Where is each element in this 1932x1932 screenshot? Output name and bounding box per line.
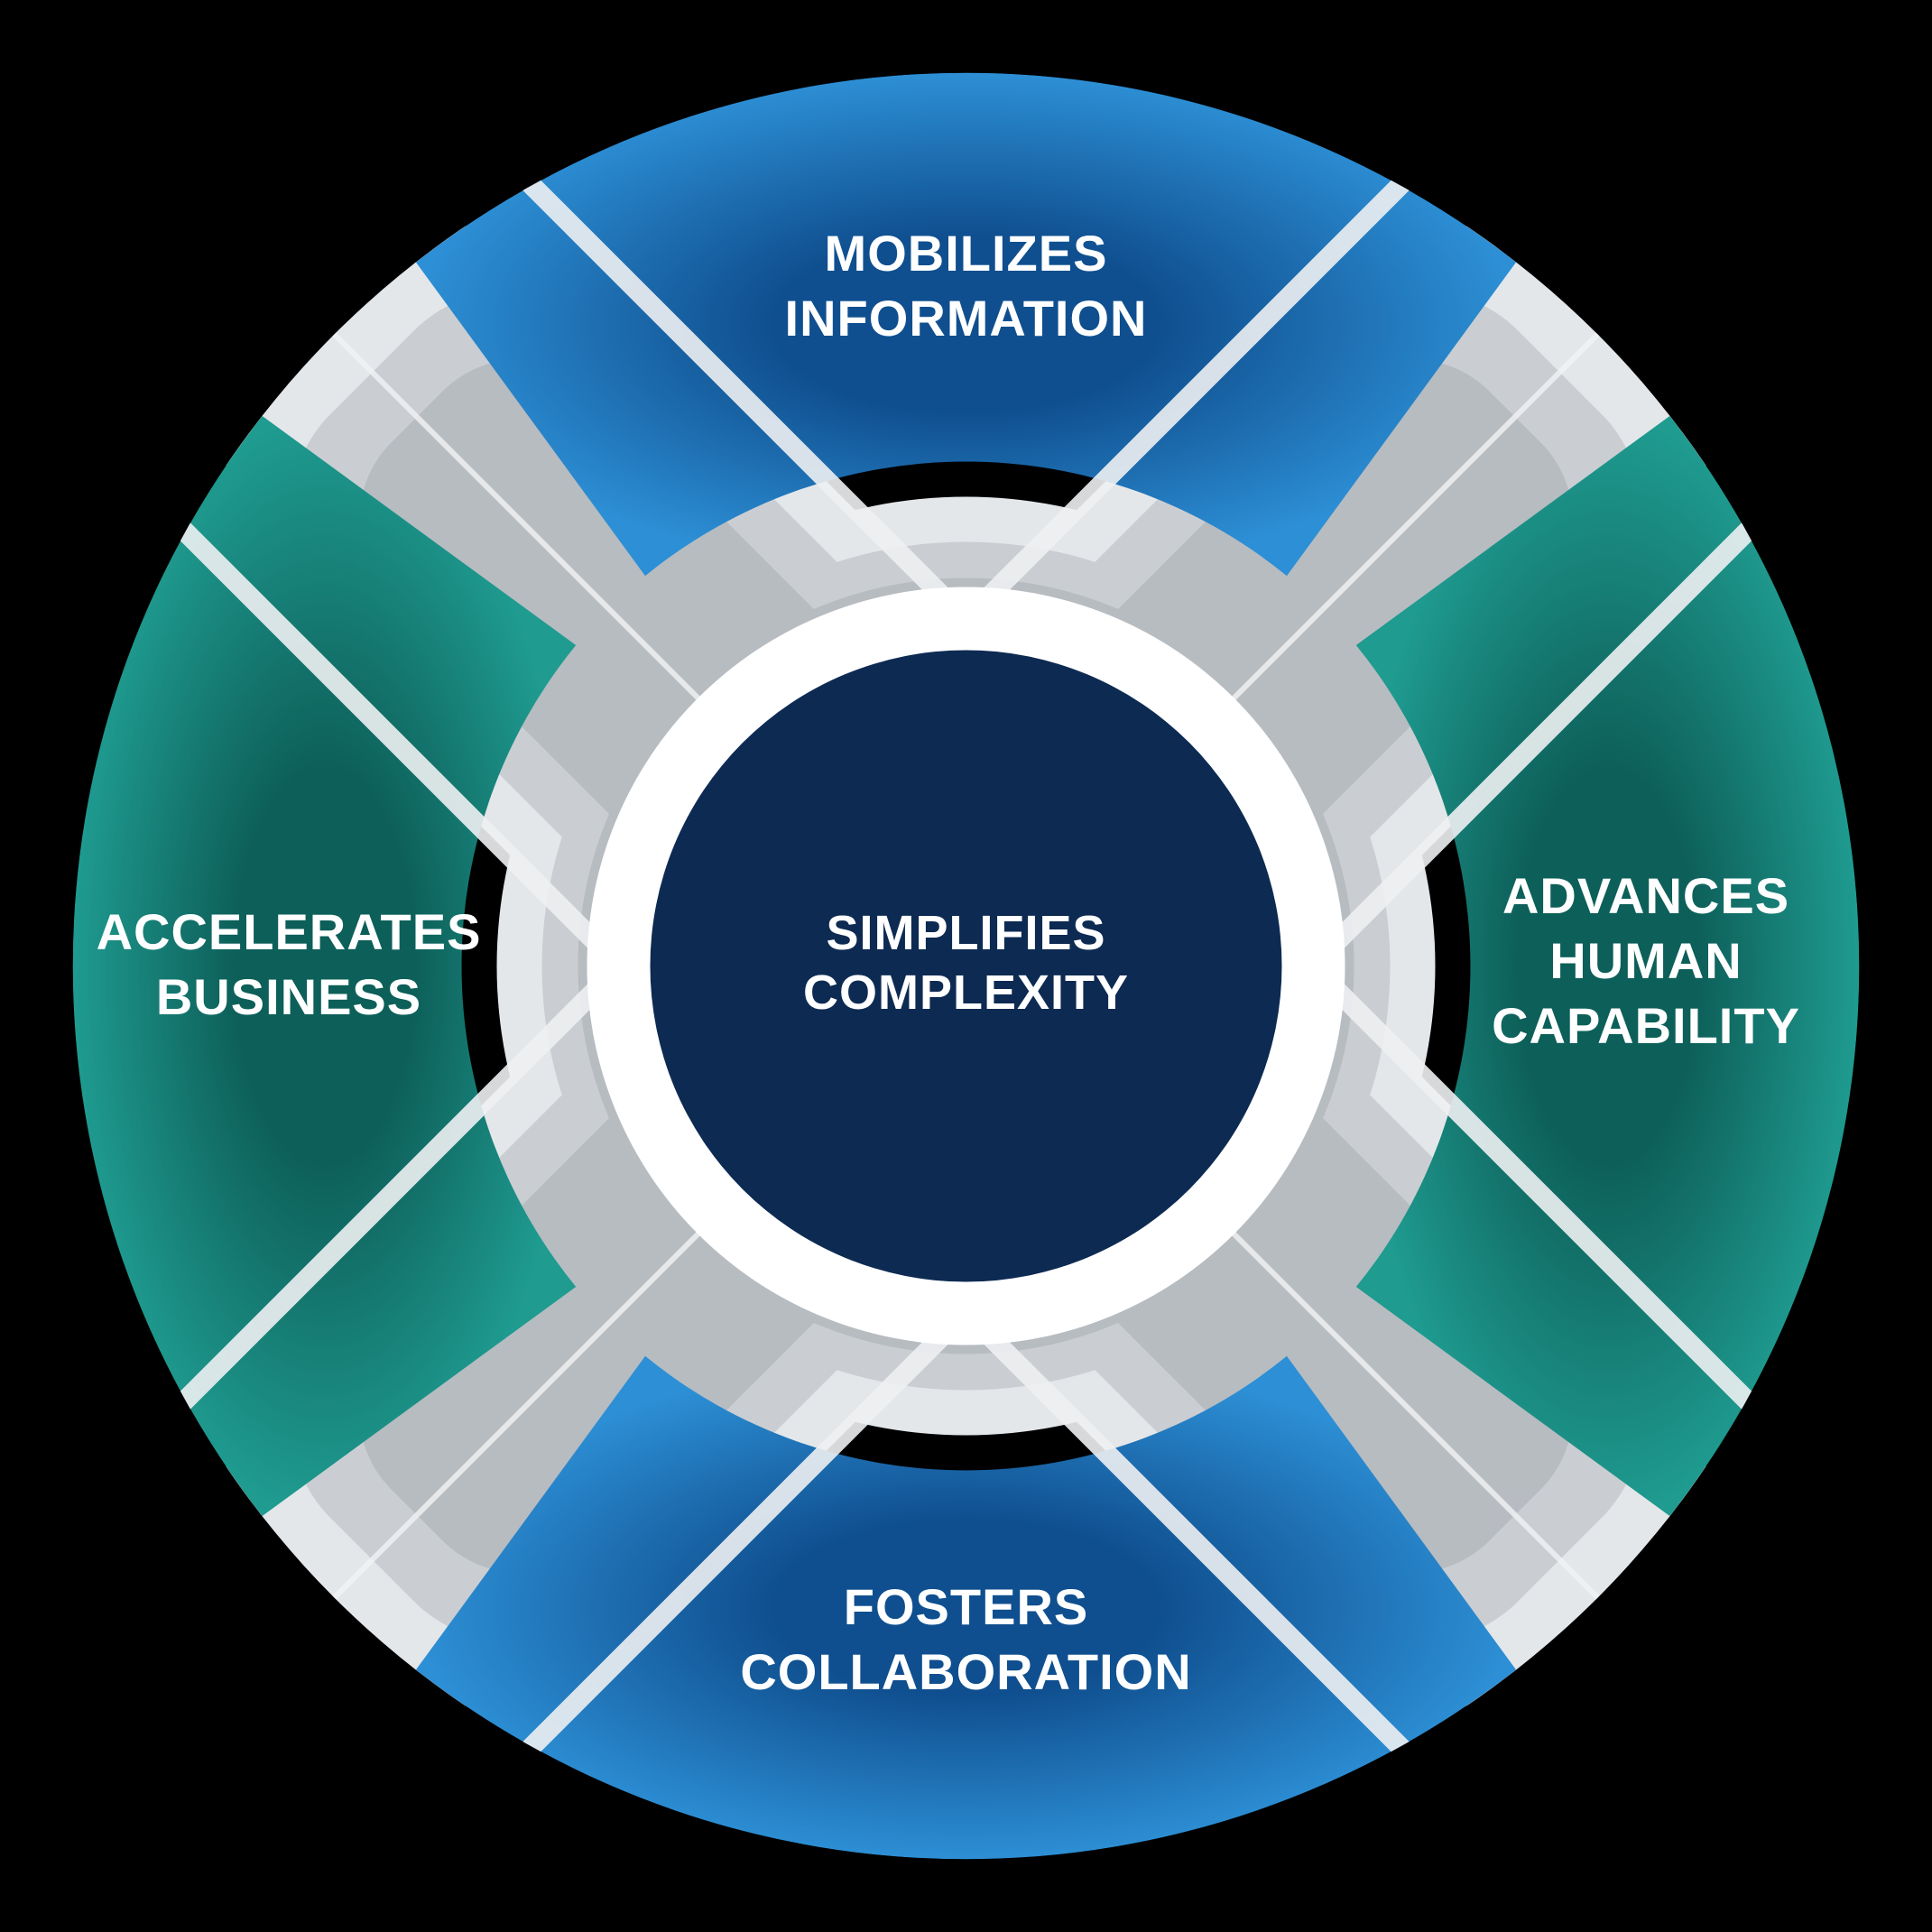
segment-right-line1: ADVANCES — [1502, 867, 1789, 924]
segment-left-line2: BUSINESS — [156, 968, 421, 1025]
diagram-svg: SIMPLIFIES COMPLEXITY MOBILIZES INFORMAT… — [0, 0, 1932, 1932]
segment-bottom-line2: COLLABORATION — [740, 1643, 1191, 1700]
segment-right-line3: CAPABILITY — [1492, 997, 1800, 1054]
center-label-line1: SIMPLIFIES — [826, 906, 1105, 960]
segment-top-line2: INFORMATION — [785, 290, 1148, 347]
center-label-line2: COMPLEXITY — [803, 966, 1129, 1020]
segment-bottom-line1: FOSTERS — [844, 1578, 1088, 1635]
segment-top-line1: MOBILIZES — [825, 225, 1108, 282]
circular-infographic: SIMPLIFIES COMPLEXITY MOBILIZES INFORMAT… — [0, 0, 1932, 1932]
segment-right-line2: HUMAN — [1549, 932, 1742, 989]
segment-left-line1: ACCELERATES — [97, 903, 482, 960]
